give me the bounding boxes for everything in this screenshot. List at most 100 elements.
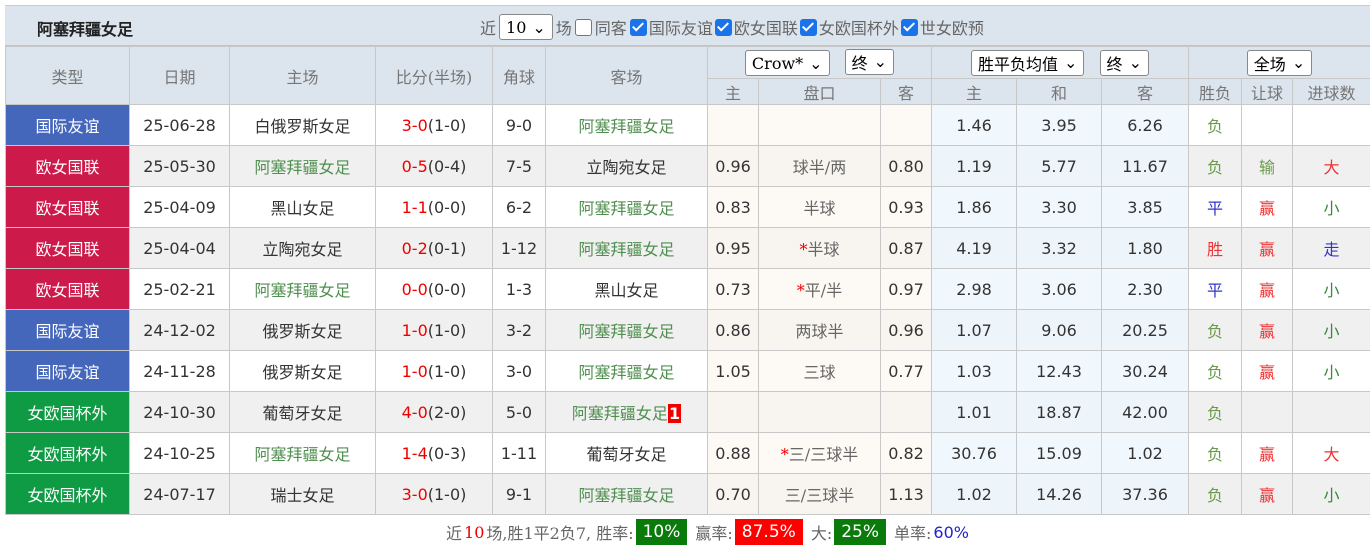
- home-team[interactable]: 阿塞拜疆女足: [230, 433, 376, 474]
- hc-away-odds: 0.97: [881, 269, 932, 310]
- corners: 9-1: [493, 474, 546, 515]
- company-select[interactable]: Crow*⌄: [745, 50, 830, 76]
- score[interactable]: 0-2(0-1): [376, 228, 493, 269]
- hc-line[interactable]: 三/三球半: [759, 474, 881, 515]
- away-team[interactable]: 阿塞拜疆女足: [546, 187, 708, 228]
- summary-text: 赢率:: [695, 520, 732, 544]
- period-select[interactable]: 全场⌄: [1247, 50, 1312, 76]
- away-team[interactable]: 立陶宛女足: [546, 146, 708, 187]
- score[interactable]: 0-5(0-4): [376, 146, 493, 187]
- league-checkbox[interactable]: [901, 19, 918, 36]
- hc-time-select[interactable]: 终⌄: [845, 49, 894, 75]
- odds-selects: 胜平负均值⌄ 终⌄: [932, 47, 1189, 79]
- league-checkbox[interactable]: [800, 19, 817, 36]
- match-type[interactable]: 女欧国杯外: [6, 392, 130, 433]
- same-guest-checkbox[interactable]: [575, 19, 592, 36]
- hc-home-odds: [708, 392, 759, 433]
- away-team[interactable]: 阿塞拜疆女足1: [546, 392, 708, 433]
- away-team[interactable]: 葡萄牙女足: [546, 433, 708, 474]
- away-team[interactable]: 黑山女足: [546, 269, 708, 310]
- score[interactable]: 1-0(1-0): [376, 310, 493, 351]
- hc-away-odds: 0.96: [881, 310, 932, 351]
- hc-line[interactable]: 两球半: [759, 310, 881, 351]
- table-row: 欧女国联 25-02-21 阿塞拜疆女足 0-0(0-0) 1-3 黑山女足 0…: [6, 269, 1370, 310]
- odds-time-select[interactable]: 终⌄: [1100, 50, 1149, 76]
- col-ou: 进球数: [1293, 79, 1370, 105]
- hc-line[interactable]: [759, 392, 881, 433]
- col-hc-home: 主: [708, 79, 759, 105]
- score[interactable]: 4-0(2-0): [376, 392, 493, 433]
- score[interactable]: 1-1(0-0): [376, 187, 493, 228]
- hc-home-odds: 0.86: [708, 310, 759, 351]
- hc-line[interactable]: 三球: [759, 351, 881, 392]
- hc-line-text: 球半/两: [793, 158, 846, 177]
- away-team-name: 阿塞拜疆女足: [572, 404, 668, 423]
- half-score: (0-0): [428, 198, 467, 217]
- match-date: 24-10-30: [130, 392, 230, 433]
- home-team[interactable]: 立陶宛女足: [230, 228, 376, 269]
- col-type: 类型: [6, 47, 130, 105]
- full-score: 3-0: [402, 116, 428, 135]
- hc-line[interactable]: *半球: [759, 228, 881, 269]
- score[interactable]: 1-0(1-0): [376, 351, 493, 392]
- match-type[interactable]: 国际友谊: [6, 105, 130, 146]
- result-wl: 负: [1189, 351, 1242, 392]
- odds-home: 1.19: [932, 146, 1017, 187]
- hc-away-odds: 0.82: [881, 433, 932, 474]
- home-team[interactable]: 黑山女足: [230, 187, 376, 228]
- corners: 3-2: [493, 310, 546, 351]
- hc-away-odds: 0.87: [881, 228, 932, 269]
- odds-draw: 18.87: [1017, 392, 1102, 433]
- half-score: (1-0): [428, 485, 467, 504]
- score[interactable]: 3-0(1-0): [376, 474, 493, 515]
- result-wl: 负: [1189, 105, 1242, 146]
- home-team[interactable]: 白俄罗斯女足: [230, 105, 376, 146]
- away-team[interactable]: 阿塞拜疆女足: [546, 474, 708, 515]
- score[interactable]: 0-0(0-0): [376, 269, 493, 310]
- chevron-down-icon: ⌄: [809, 54, 822, 73]
- match-type[interactable]: 欧女国联: [6, 187, 130, 228]
- corners: 7-5: [493, 146, 546, 187]
- home-team[interactable]: 俄罗斯女足: [230, 351, 376, 392]
- ah-rate-badge: 87.5%: [735, 519, 803, 545]
- unit-label: 场: [556, 15, 572, 39]
- chevron-down-icon: ⌄: [874, 52, 887, 71]
- match-date: 24-10-25: [130, 433, 230, 474]
- match-date: 24-11-28: [130, 351, 230, 392]
- hc-line[interactable]: 半球: [759, 187, 881, 228]
- away-team[interactable]: 阿塞拜疆女足: [546, 310, 708, 351]
- match-type[interactable]: 女欧国杯外: [6, 474, 130, 515]
- odds-type-select[interactable]: 胜平负均值⌄: [971, 50, 1084, 76]
- match-type[interactable]: 女欧国杯外: [6, 433, 130, 474]
- match-type[interactable]: 欧女国联: [6, 146, 130, 187]
- home-team[interactable]: 阿塞拜疆女足: [230, 146, 376, 187]
- hc-line[interactable]: 球半/两: [759, 146, 881, 187]
- home-team[interactable]: 俄罗斯女足: [230, 310, 376, 351]
- league-checkbox[interactable]: [715, 19, 732, 36]
- home-team[interactable]: 阿塞拜疆女足: [230, 269, 376, 310]
- home-team[interactable]: 瑞士女足: [230, 474, 376, 515]
- score[interactable]: 3-0(1-0): [376, 105, 493, 146]
- home-team[interactable]: 葡萄牙女足: [230, 392, 376, 433]
- away-team[interactable]: 阿塞拜疆女足: [546, 105, 708, 146]
- col-home: 主场: [230, 47, 376, 105]
- match-type[interactable]: 欧女国联: [6, 228, 130, 269]
- odds-away: 6.26: [1102, 105, 1189, 146]
- score[interactable]: 1-4(0-3): [376, 433, 493, 474]
- match-type[interactable]: 国际友谊: [6, 310, 130, 351]
- hc-line[interactable]: [759, 105, 881, 146]
- odd-rate: 60%: [933, 523, 969, 542]
- match-type[interactable]: 国际友谊: [6, 351, 130, 392]
- away-team-name: 阿塞拜疆女足: [578, 199, 674, 218]
- full-score: 1-4: [402, 444, 428, 463]
- league-label: 国际友谊: [649, 15, 713, 39]
- result-wl: 负: [1189, 474, 1242, 515]
- hc-line[interactable]: *三/三球半: [759, 433, 881, 474]
- away-team[interactable]: 阿塞拜疆女足: [546, 228, 708, 269]
- match-type[interactable]: 欧女国联: [6, 269, 130, 310]
- match-count-select[interactable]: 10⌄: [499, 14, 553, 40]
- league-checkbox[interactable]: [630, 19, 647, 36]
- away-team[interactable]: 阿塞拜疆女足: [546, 351, 708, 392]
- hc-line[interactable]: *平/半: [759, 269, 881, 310]
- full-score: 4-0: [402, 403, 428, 422]
